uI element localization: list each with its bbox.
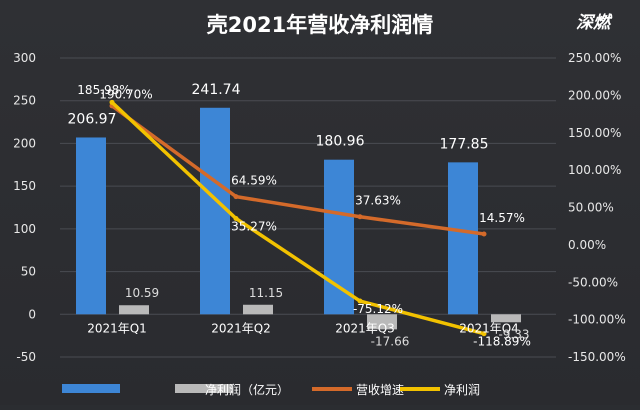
line-data-label: 35.27% (231, 220, 277, 234)
category-label: 2021年Q2 (211, 321, 271, 335)
line-profit-growth (110, 101, 485, 336)
right-tick-label: 200.00% (568, 88, 621, 102)
bar-data-label: 241.74 (192, 82, 241, 98)
chart-title: 壳2021年营收净利润情 (206, 13, 433, 37)
legend-swatch (62, 384, 120, 393)
right-tick-label: 250.00% (568, 51, 621, 65)
left-tick-label: 50 (21, 265, 36, 279)
bar-revenue (324, 159, 354, 315)
bar-net-profit (243, 304, 273, 315)
line-data-label: 14.57% (479, 211, 525, 225)
right-tick-label: -50.00% (568, 275, 618, 289)
legend: 净利润（亿元） 营收增速 净利润 (62, 382, 480, 397)
bar-revenue (448, 162, 478, 315)
bar-net-profit (367, 314, 397, 330)
right-tick-label: -150.00% (568, 350, 626, 364)
category-label: 2021年Q1 (87, 321, 147, 335)
left-tick-label: 250 (13, 94, 36, 108)
left-tick-label: 100 (13, 222, 36, 236)
left-tick-label: 200 (13, 136, 36, 150)
left-tick-label: 0 (28, 307, 36, 321)
category-label: 2021年Q3 (335, 321, 395, 335)
line-data-label: 37.63% (355, 194, 401, 208)
line-data-label: -118.89% (473, 335, 531, 349)
bar-data-label: 180.96 (316, 134, 365, 150)
lines-layer (109, 99, 487, 337)
bar-data-label: -17.66 (371, 334, 410, 348)
legend-label: 净利润（亿元） (205, 382, 289, 397)
legend-label: 净利润 (444, 383, 480, 397)
bar-net-profit (119, 305, 149, 315)
labels-layer: 2021年Q1 2021年Q2 2021年Q3 2021年Q4 206.97 241.74… (68, 82, 531, 349)
line-point (109, 99, 115, 105)
bar-data-label: 206.97 (68, 111, 117, 127)
line-data-label: 64.59% (231, 174, 277, 188)
right-tick-label: 150.00% (568, 126, 621, 140)
bar-data-label: 177.85 (440, 136, 489, 152)
line-revenue-growth (110, 104, 485, 236)
bar-net-profit (491, 314, 521, 323)
watermark-logo: 深燃 (576, 13, 613, 33)
category-label: 2021年Q4 (459, 321, 519, 335)
bar-data-label: 11.15 (249, 286, 283, 300)
left-tick-label: 300 (13, 51, 36, 65)
bar-data-label: 10.59 (125, 286, 159, 300)
line-point (233, 216, 239, 222)
bar-revenue (76, 137, 106, 315)
line-data-label: -75.12% (353, 302, 403, 316)
legend-label: 营收增速 (356, 383, 404, 397)
right-tick-label: 0.00% (568, 238, 606, 252)
right-tick-label: -100.00% (568, 313, 626, 327)
left-tick-label: -50 (16, 350, 36, 364)
line-point (233, 194, 239, 200)
right-tick-label: 100.00% (568, 163, 621, 177)
line-point (357, 298, 363, 304)
right-tick-label: 50.00% (568, 201, 614, 215)
bar-data-label: -9.33 (498, 327, 529, 341)
bar-revenue (200, 107, 230, 315)
line-data-label: 190.70% (99, 87, 152, 101)
line-point (481, 331, 487, 337)
axes-layer: -50 0 50 100 150 200 250 300 -150.00% -100.00% -50… (13, 51, 626, 364)
left-tick-label: 150 (13, 179, 36, 193)
bars-layer (76, 107, 521, 330)
line-point (481, 231, 487, 237)
line-data-label: 185.98% (77, 83, 130, 97)
legend-swatch (175, 384, 233, 393)
line-point (357, 214, 363, 220)
